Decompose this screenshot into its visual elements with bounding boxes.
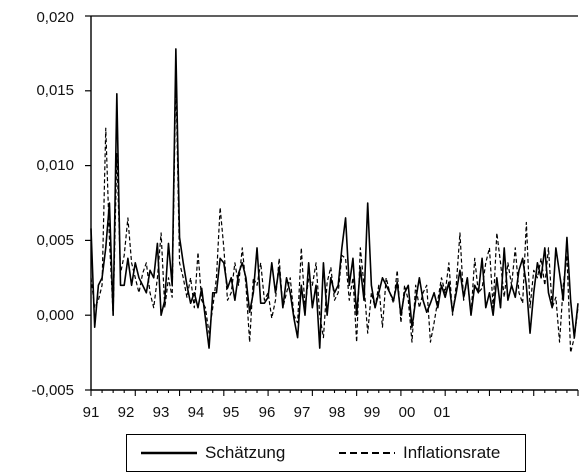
legend: Schätzung Inflationsrate xyxy=(126,434,526,472)
axes xyxy=(85,15,579,396)
series-line-schaetzung xyxy=(90,48,579,349)
legend-label: Inflationsrate xyxy=(403,443,501,462)
x-tick-label: 93 xyxy=(153,404,170,421)
x-tick-label: 95 xyxy=(223,404,240,421)
x-tick-label: 01 xyxy=(434,404,451,421)
y-tick-label: 0,000 xyxy=(36,307,74,324)
x-tick-label: 00 xyxy=(399,404,416,421)
legend-swatch-solid xyxy=(141,451,197,455)
y-tick-label: 0,010 xyxy=(36,157,74,174)
x-tick-label: 94 xyxy=(188,404,205,421)
y-tick-label: 0,005 xyxy=(36,232,74,249)
y-tick-label: 0,020 xyxy=(36,9,74,26)
series-line-inflationsrate xyxy=(90,75,579,354)
x-tick-label: 98 xyxy=(329,404,346,421)
x-tick-label: 99 xyxy=(364,404,381,421)
legend-label: Schätzung xyxy=(205,443,286,462)
legend-swatch-dashed xyxy=(339,452,395,454)
x-tick-label: 92 xyxy=(118,404,135,421)
x-tick-label: 96 xyxy=(259,404,276,421)
y-tick-label: -0,005 xyxy=(31,382,74,399)
series-layer xyxy=(90,48,579,354)
legend-item-inflationsrate: Inflationsrate xyxy=(339,435,500,471)
y-tick-labels: -0,005 0,000 0,005 0,010 0,015 0,020 xyxy=(31,9,74,399)
x-tick-labels: 91 92 93 94 95 96 97 98 99 00 01 xyxy=(83,404,451,421)
x-tick-label: 91 xyxy=(83,404,100,421)
y-tick-label: 0,015 xyxy=(36,82,74,99)
legend-item-schaetzung: Schätzung xyxy=(141,435,285,471)
x-tick-label: 97 xyxy=(294,404,311,421)
